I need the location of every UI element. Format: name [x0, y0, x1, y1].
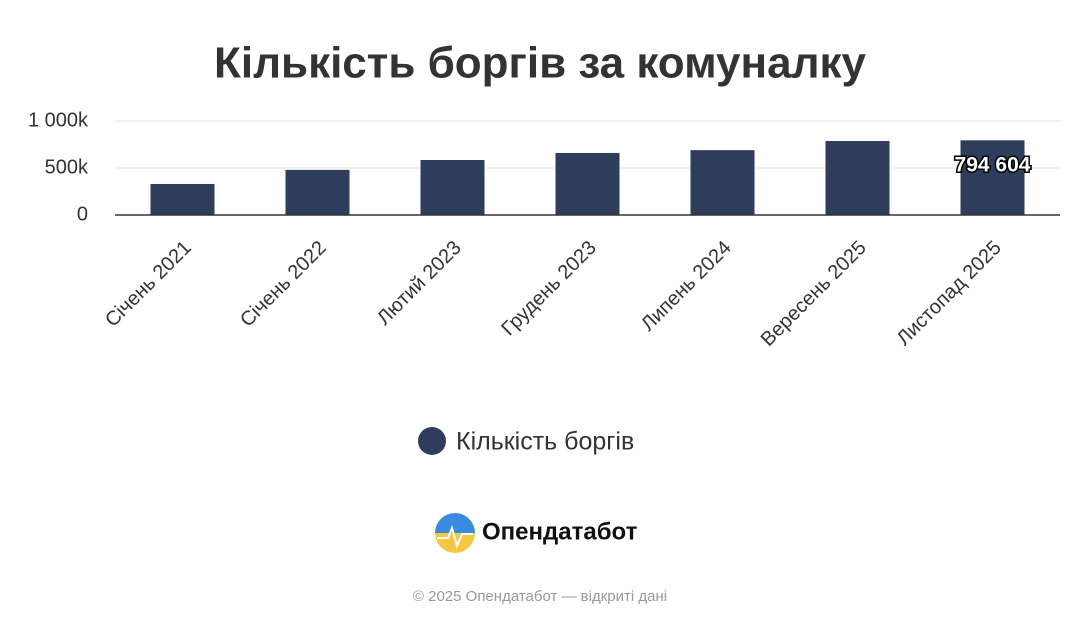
brand-name: Опендатабот: [482, 518, 638, 545]
y-tick-label: 1 000k: [28, 109, 89, 131]
bar: [555, 152, 620, 215]
bar: [285, 169, 350, 215]
chart-title: Кількість боргів за комуналку: [214, 39, 867, 88]
bar: [690, 150, 755, 215]
x-tick-label: Лютий 2023: [373, 237, 466, 330]
x-tick-label: Грудень 2023: [497, 237, 600, 340]
legend-marker: [418, 427, 446, 455]
x-tick-label: Липень 2024: [637, 237, 736, 336]
footer: © 2025 Опендатабот — відкриті дані: [413, 588, 667, 605]
brand-logo-line: [437, 524, 473, 550]
brand-logo: [435, 513, 475, 553]
x-tick-label: Вересень 2025: [757, 237, 871, 351]
x-tick-label: Січень 2021: [101, 237, 196, 332]
y-tick-label: 0: [77, 203, 88, 225]
legend-label: Кількість боргів: [456, 428, 634, 456]
bar: [420, 160, 485, 215]
bar: [960, 140, 1025, 215]
bar: [825, 141, 890, 215]
x-tick-label: Січень 2022: [236, 237, 331, 332]
data-label: 794 604: [955, 154, 1031, 177]
bar: [150, 183, 215, 215]
x-tick-label: Листопад 2025: [893, 237, 1006, 350]
y-tick-label: 500k: [45, 156, 89, 178]
